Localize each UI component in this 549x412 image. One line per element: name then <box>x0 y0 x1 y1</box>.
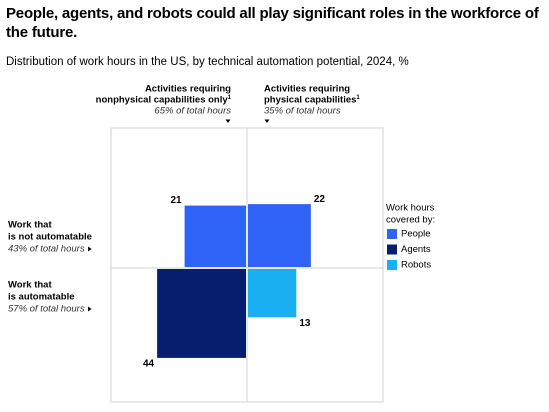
column-header: physical capabilities1 <box>264 95 360 106</box>
value-label: 22 <box>314 194 326 205</box>
footnote-mark: 1 <box>356 95 360 101</box>
row-header: Work that <box>8 280 52 291</box>
column-note: 65% of total hours <box>154 106 231 117</box>
row-note: 57% of total hours <box>8 304 85 315</box>
value-label: 13 <box>299 318 311 329</box>
column-header: nonphysical capabilities only1 <box>96 95 232 106</box>
value-label: 21 <box>170 195 182 206</box>
legend-swatch <box>387 244 397 255</box>
legend-swatch <box>387 260 397 270</box>
legend-title: covered by: <box>386 215 435 226</box>
row-note: 43% of total hours <box>8 244 85 255</box>
chart-title: People, agents, and robots could all pla… <box>6 5 539 41</box>
row-arrow <box>88 246 92 252</box>
legend-label: People <box>401 229 431 240</box>
row-header: Work that <box>8 220 52 231</box>
square <box>248 204 311 267</box>
column-header: Activities requiring <box>145 84 231 95</box>
chart-subtitle: Distribution of work hours in the US, by… <box>6 56 409 68</box>
legend-label: Robots <box>401 260 431 271</box>
row-header: is not automatable <box>8 232 92 243</box>
column-note: 35% of total hours <box>264 106 341 117</box>
row-arrow <box>88 306 92 312</box>
legend-title: Work hours <box>386 203 435 214</box>
legend-swatch <box>387 229 397 239</box>
column-arrow <box>264 119 270 123</box>
row-header: is automatable <box>8 292 75 303</box>
column-header: Activities requiring <box>264 84 350 95</box>
column-arrow <box>225 119 231 123</box>
value-label: 44 <box>143 359 155 370</box>
square <box>248 269 297 318</box>
square <box>157 269 246 358</box>
legend-label: Agents <box>401 244 431 255</box>
square <box>184 205 246 267</box>
footnote-mark: 1 <box>228 95 232 101</box>
